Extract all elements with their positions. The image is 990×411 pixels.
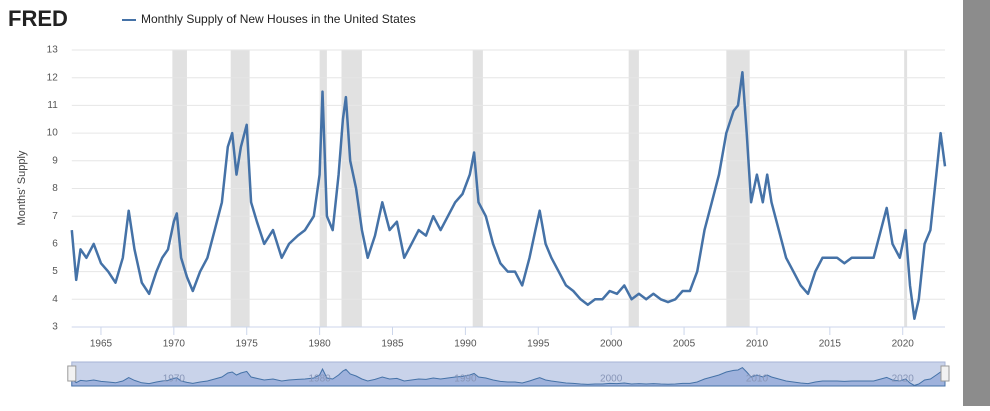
navigator-tick-label: 2010 xyxy=(746,374,769,385)
data-line xyxy=(70,70,947,320)
scrollbar xyxy=(963,0,990,406)
y-tick-label: 12 xyxy=(47,72,59,83)
y-tick-label: 7 xyxy=(52,211,58,222)
navigator-tick-label: 1970 xyxy=(163,374,186,385)
x-tick-label: 1975 xyxy=(236,339,259,350)
x-tick-label: 1970 xyxy=(163,339,186,350)
x-tick-label: 1965 xyxy=(90,339,113,350)
y-axis-label: Months' Supply xyxy=(16,150,28,225)
navigator-tick-label: 1980 xyxy=(308,374,331,385)
y-tick-label: 10 xyxy=(47,128,59,139)
navigator-tick-label: 2020 xyxy=(892,374,915,385)
brand-logo: FRED xyxy=(8,6,68,31)
x-tick-label: 2005 xyxy=(673,339,696,350)
x-tick-label: 1985 xyxy=(381,339,404,350)
y-tick-label: 8 xyxy=(52,183,58,194)
navigator-tick-label: 1990 xyxy=(454,374,477,385)
legend-label: Monthly Supply of New Houses in the Unit… xyxy=(141,12,416,26)
y-tick-label: 4 xyxy=(52,294,58,305)
x-tick-label: 1980 xyxy=(308,339,331,350)
y-tick-label: 9 xyxy=(52,155,58,166)
y-tick-label: 11 xyxy=(47,100,58,111)
y-tick-label: 13 xyxy=(47,45,59,56)
navigator-handle[interactable] xyxy=(67,365,77,382)
x-tick-label: 1990 xyxy=(454,339,477,350)
y-tick-label: 6 xyxy=(52,239,58,250)
navigator-area xyxy=(71,366,946,387)
x-tick-label: 2020 xyxy=(892,339,915,350)
x-tick-label: 2000 xyxy=(600,339,623,350)
navigator-tick-label: 2000 xyxy=(600,374,623,385)
y-tick-label: 5 xyxy=(52,266,58,277)
x-tick-label: 2010 xyxy=(746,339,769,350)
navigator-handle[interactable] xyxy=(940,365,950,382)
x-tick-label: 1995 xyxy=(527,339,550,350)
y-tick-label: 3 xyxy=(52,322,58,333)
x-tick-label: 2015 xyxy=(819,339,842,350)
